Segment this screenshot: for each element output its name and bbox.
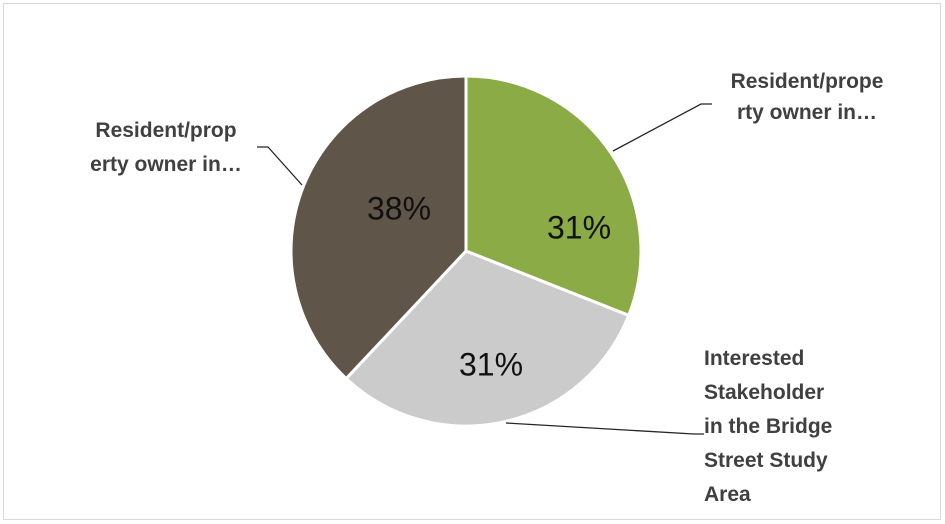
leader-lines (257, 103, 712, 435)
category-label-line: Resident/prop (95, 119, 236, 142)
category-label-line: Area (704, 483, 751, 506)
category-label: Interested Stakeholder in the Bridge Street… (704, 347, 832, 506)
leader-line (505, 422, 704, 435)
leader-line (257, 146, 303, 186)
category-labels: Resident/prope rty owner in…Interested Sta… (90, 70, 883, 506)
category-label-line: in the Bridge (704, 415, 832, 438)
category-label-line: erty owner in… (90, 153, 242, 176)
percent-label: 31% (459, 346, 523, 382)
percent-labels: 31% 31% 38% (367, 190, 611, 382)
percent-label: 38% (367, 190, 431, 226)
chart-frame: 31% 31% 38% Resident/prope rty owner in… Int… (3, 3, 941, 520)
pie-slices (289, 74, 643, 428)
pie-slice (464, 74, 643, 317)
pie-slice (289, 74, 468, 381)
pie-slice (344, 249, 631, 428)
category-label: Resident/prop erty owner in… (90, 119, 242, 176)
category-label: Resident/prope rty owner in… (731, 70, 884, 124)
category-label-line: rty owner in… (737, 101, 877, 124)
pie-chart: 31%31%38% Resident/prope rty owner in…Int… (90, 70, 883, 506)
leader-line (612, 103, 712, 152)
category-label-line: Resident/prope (731, 70, 884, 93)
category-label-line: Street Study (704, 449, 828, 472)
category-label-line: Interested (704, 347, 804, 370)
category-label-line: Stakeholder (704, 381, 824, 404)
percent-label: 31% (547, 209, 611, 245)
